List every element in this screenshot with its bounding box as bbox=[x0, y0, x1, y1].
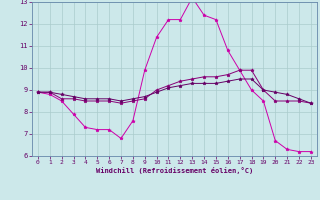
X-axis label: Windchill (Refroidissement éolien,°C): Windchill (Refroidissement éolien,°C) bbox=[96, 167, 253, 174]
